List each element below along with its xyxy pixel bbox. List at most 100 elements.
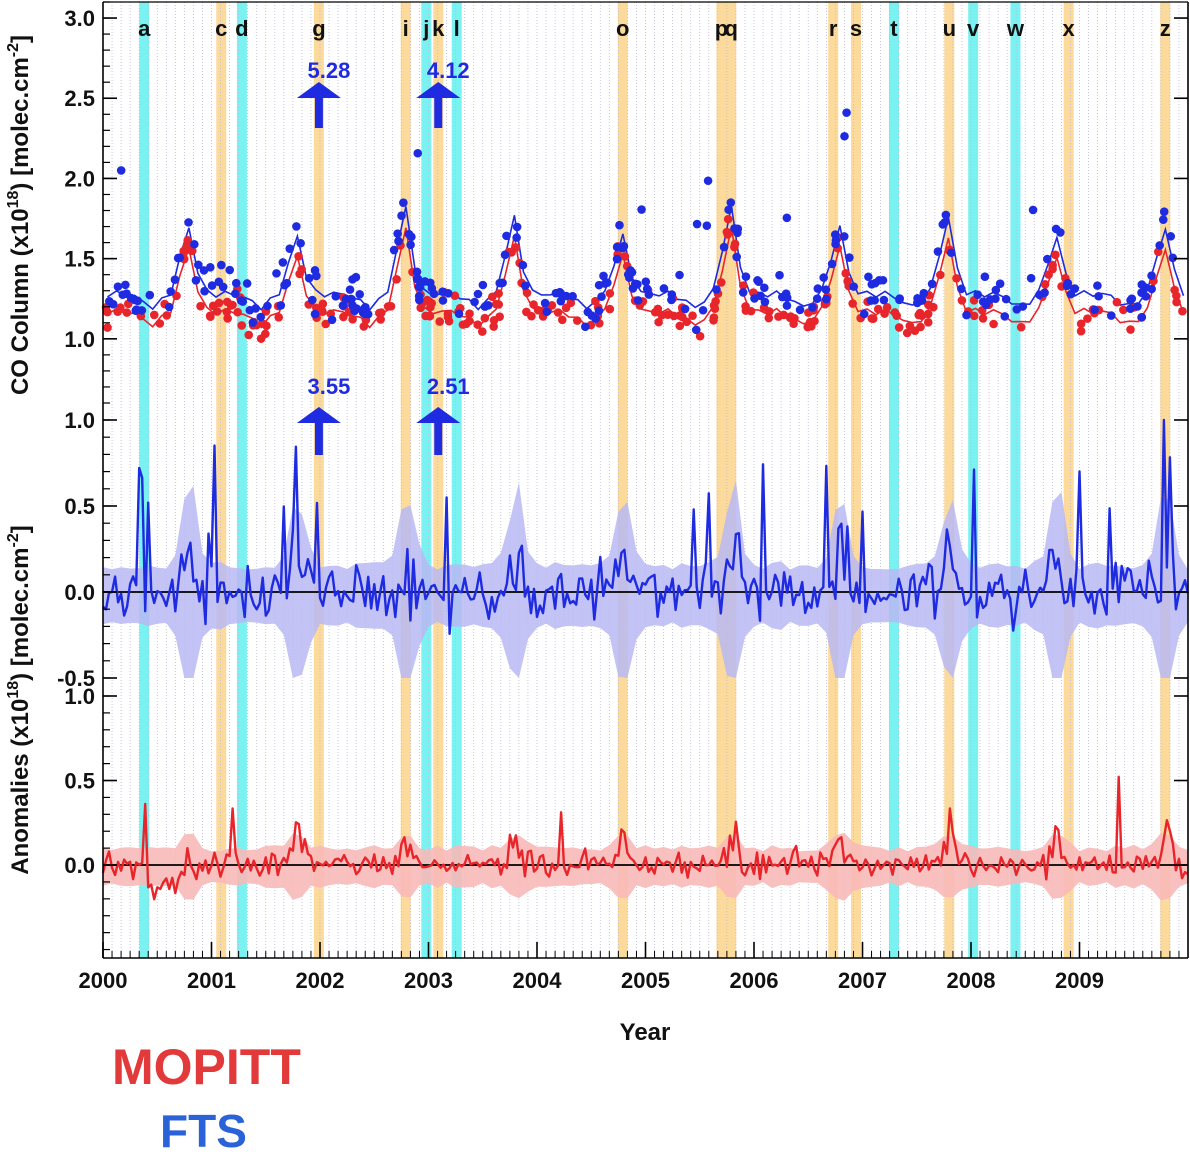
fts-point [782,213,792,223]
mopitt-point [237,321,246,330]
fts-point [1090,305,1099,315]
fts-point [360,309,369,319]
mopitt-point [103,307,112,317]
fts-point [879,295,889,305]
fts-point [642,284,652,294]
event-letter-z: z [1160,16,1171,41]
fts-point [612,254,622,264]
y-tick-label: -0.5 [57,666,95,691]
fts-point [870,295,880,305]
fts-point [414,291,424,301]
y-tick-label: 2.0 [64,166,95,191]
fts-point [556,296,566,306]
fts-point [327,315,337,325]
event-band-w [1010,2,1021,958]
fts-point [194,260,203,270]
event-letter-i: i [403,16,409,41]
mopitt-point [359,322,369,331]
y-tick-label: 1.0 [64,327,95,352]
fts-point [831,236,841,245]
mopitt-point [710,304,720,313]
event-letter-j: j [422,16,429,41]
fts-point [813,284,823,293]
mopitt-point [465,316,474,326]
fts-point [842,108,851,117]
fts-point [599,271,608,281]
fts-point [808,303,817,312]
mopitt-point [892,311,902,320]
fts-point [933,247,943,256]
co-column-panel: 5.28 4.12 [101,58,1187,343]
fts-point [859,309,869,319]
fts-point [292,222,301,231]
mopitt-point [318,299,328,309]
mopitt-point [473,320,482,330]
fts-point [238,297,248,306]
fts-point [812,294,822,303]
fts-point [304,273,314,283]
mopitt-point [533,305,543,315]
mopitt-point [572,316,582,325]
fts-point [218,282,228,292]
mopitt-point [786,312,796,321]
fts-point [600,279,610,288]
fts-point [712,285,721,294]
event-band-g [313,2,324,958]
fts-point [121,280,130,290]
fts-point [775,270,784,280]
mopitt-point [244,330,254,340]
fts-point [355,290,365,299]
fts-point [394,236,403,246]
fts-point [473,289,483,299]
fts-point [594,306,604,316]
event-letter-o: o [616,16,629,41]
event-letter-c: c [215,16,227,41]
fts-point [641,277,651,286]
fts-point [1066,289,1076,299]
mopitt-point [450,291,460,301]
fts-point [251,304,260,313]
fts-point [310,309,320,319]
fts-point [760,283,769,293]
fts-point [338,301,348,310]
fts-point [415,282,425,292]
fts-column-callout-arrow-0-head [296,82,341,98]
event-letter-q: q [724,16,737,41]
fts-point [256,312,266,322]
fts-point [263,301,272,311]
mopitt-point [256,334,266,343]
fts-point [724,205,733,215]
fts-point [512,233,521,242]
fts-point [827,259,837,269]
fts-point [726,198,736,207]
fts-point [667,290,677,299]
mopitt-point [321,319,331,329]
fts-point [1028,205,1038,215]
fts-point [719,242,729,252]
x-tick-label: 2005 [621,968,670,993]
mopitt-point [1172,297,1181,307]
mopitt-point [374,308,384,318]
event-band-o [617,2,628,958]
mopitt-point [182,242,191,252]
fts-point [957,284,966,294]
fts-point [175,253,185,262]
mopitt-point [155,319,165,328]
fts-point [361,303,370,312]
fts-point [680,304,690,314]
fts-point [839,232,849,241]
mopitt-point [435,317,445,326]
mopitt-point [910,326,920,335]
mopitt-anomaly-envelope [103,832,1188,901]
fts-point [420,277,430,286]
mopitt-point [779,310,789,320]
mopitt-point [488,292,497,302]
mopitt-anomaly-panel [101,775,1189,901]
fts-point [137,306,147,315]
fts-point [919,288,929,298]
fts-point [145,290,155,300]
fts-point [1056,228,1065,237]
event-band-a [139,2,150,958]
fts-point [580,322,590,332]
